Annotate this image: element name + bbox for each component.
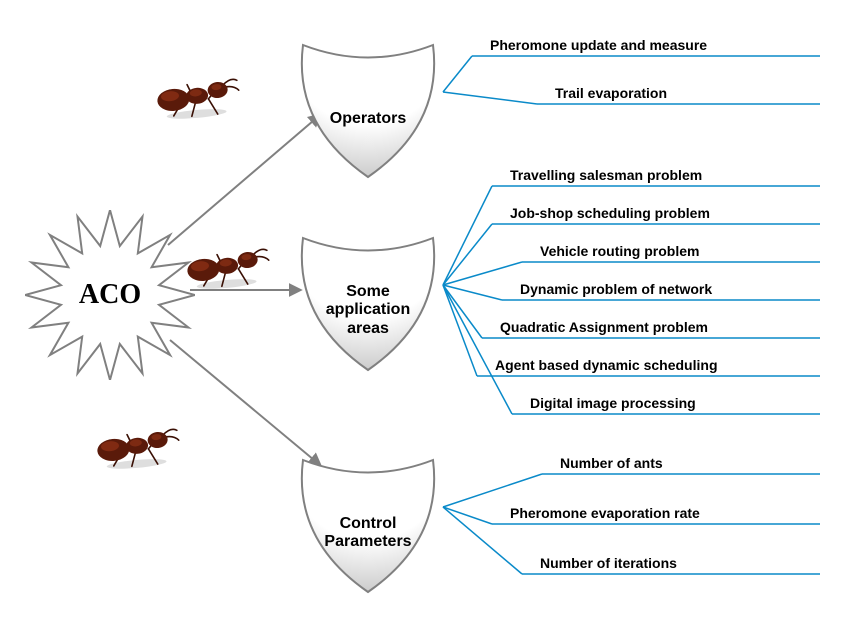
category-label: Operators (293, 110, 443, 128)
leaf-item: Pheromone evaporation rate (510, 505, 700, 521)
leaf-item: Job-shop scheduling problem (510, 205, 710, 221)
leaf-item: Quadratic Assignment problem (500, 319, 708, 335)
ant-icon (148, 66, 242, 124)
root-label: ACO (79, 279, 141, 311)
leaf-item: Number of ants (560, 455, 663, 471)
category-label: ControlParameters (293, 515, 443, 552)
leaf-item: Pheromone update and measure (490, 37, 707, 53)
category-node-application-areas: Someapplicationareas (293, 198, 443, 373)
ant-icon (88, 416, 182, 474)
category-node-operators: Operators (293, 5, 443, 180)
category-node-control-parameters: ControlParameters (293, 420, 443, 595)
category-label-line: Operators (293, 110, 443, 128)
leaf-item: Trail evaporation (555, 85, 667, 101)
category-label-line: areas (293, 320, 443, 338)
leaf-item: Number of iterations (540, 555, 677, 571)
leaf-item: Travelling salesman problem (510, 167, 702, 183)
leaf-item: Digital image processing (530, 395, 696, 411)
category-label-line: Control (293, 515, 443, 533)
category-label-line: Parameters (293, 533, 443, 551)
leaf-item: Vehicle routing problem (540, 243, 699, 259)
category-label-line: Some (293, 283, 443, 301)
root-node: ACO (25, 210, 195, 380)
leaf-item: Dynamic problem of network (520, 281, 712, 297)
leaf-item: Agent based dynamic scheduling (495, 357, 718, 373)
category-label-line: application (293, 301, 443, 319)
category-label: Someapplicationareas (293, 283, 443, 338)
